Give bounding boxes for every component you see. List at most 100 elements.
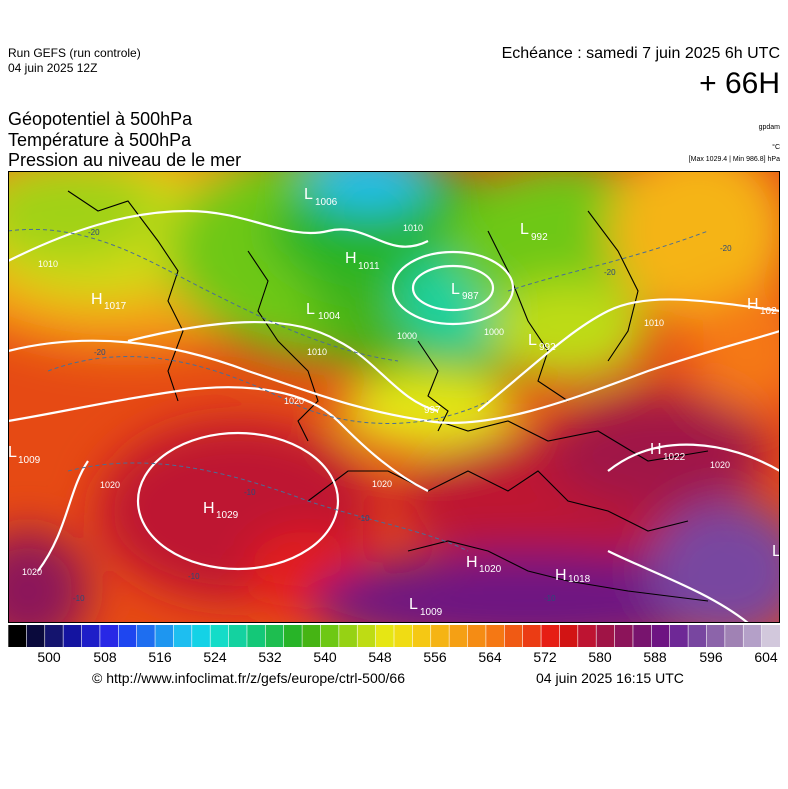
scale-tick: 540 bbox=[313, 649, 337, 665]
svg-text:H: H bbox=[345, 250, 357, 267]
valid-time: Echéance : samedi 7 juin 2025 6h UTC bbox=[501, 45, 780, 62]
scale-swatch bbox=[706, 625, 726, 647]
svg-text:1020: 1020 bbox=[284, 396, 304, 406]
scale-swatch bbox=[265, 625, 285, 647]
svg-text:1009: 1009 bbox=[420, 607, 443, 618]
svg-text:H: H bbox=[747, 296, 759, 313]
svg-text:1020: 1020 bbox=[100, 480, 120, 490]
pressure-center: L 1009 bbox=[409, 596, 443, 618]
scale-swatch bbox=[99, 625, 119, 647]
svg-text:L: L bbox=[306, 301, 315, 318]
geopotential-field bbox=[8, 171, 780, 623]
svg-text:-10: -10 bbox=[244, 488, 256, 497]
scale-swatch bbox=[504, 625, 524, 647]
svg-text:H: H bbox=[466, 554, 478, 571]
pressure-center: H 1017 bbox=[91, 291, 127, 312]
isobar-labels: 1010 1000 1000 1010 1020 1020 1020 1010 … bbox=[22, 223, 730, 577]
scale-swatch bbox=[430, 625, 450, 647]
scale-swatch bbox=[246, 625, 266, 647]
scale-tick: 588 bbox=[643, 649, 667, 665]
pressure-minmax: [Max 1029.4 | Min 986.8] hPa bbox=[688, 156, 780, 163]
svg-text:1020: 1020 bbox=[479, 564, 502, 575]
scale-swatch bbox=[669, 625, 689, 647]
svg-text:1000: 1000 bbox=[397, 331, 417, 341]
lead-time: + 66H bbox=[699, 67, 780, 100]
svg-text:102: 102 bbox=[760, 306, 777, 317]
pressure-center: H 1022 bbox=[650, 441, 686, 463]
svg-text:L: L bbox=[772, 543, 780, 560]
scale-tick: 572 bbox=[533, 649, 557, 665]
run-name: Run GEFS (run controle) bbox=[8, 46, 141, 60]
scale-swatch bbox=[541, 625, 560, 647]
pressure-center: L 992 bbox=[528, 332, 556, 353]
svg-text:1010: 1010 bbox=[644, 318, 664, 328]
scale-tick: 596 bbox=[699, 649, 723, 665]
pressure-center: H 1011 bbox=[345, 250, 380, 272]
weather-map: L 1006 H 1011 L 987 L 992 H 1017 L 1004 L 992 H… bbox=[8, 171, 780, 623]
isobars bbox=[8, 209, 780, 623]
isotherm-labels: -20 -20 -20 -10 -10 -10 -10 -20 -10 bbox=[73, 228, 732, 603]
credit-url: © http://www.infoclimat.fr/z/gefs/europe… bbox=[92, 670, 406, 686]
scale-swatch bbox=[155, 625, 174, 647]
scale-swatch bbox=[210, 625, 230, 647]
scale-swatch bbox=[394, 625, 413, 647]
color-scale-bar bbox=[8, 625, 780, 647]
coastlines bbox=[67, 190, 709, 602]
svg-text:1010: 1010 bbox=[38, 259, 58, 269]
isotherms bbox=[8, 229, 709, 552]
scale-tick: 508 bbox=[93, 649, 117, 665]
svg-text:L: L bbox=[304, 186, 313, 203]
svg-text:1011: 1011 bbox=[358, 261, 380, 272]
svg-text:997: 997 bbox=[424, 405, 441, 416]
scale-swatch bbox=[320, 625, 340, 647]
svg-text:L: L bbox=[8, 444, 17, 461]
pressure-center: H 1020 bbox=[466, 554, 502, 575]
svg-text:-10: -10 bbox=[73, 594, 85, 603]
svg-text:987: 987 bbox=[462, 291, 479, 302]
scale-swatch bbox=[577, 625, 597, 647]
scale-swatch bbox=[228, 625, 248, 647]
scale-swatch bbox=[743, 625, 763, 647]
svg-text:1006: 1006 bbox=[315, 197, 338, 208]
scale-swatch bbox=[724, 625, 744, 647]
pressure-center: L 1006 bbox=[304, 186, 338, 208]
scale-swatch bbox=[136, 625, 156, 647]
scale-swatch bbox=[8, 625, 27, 647]
svg-text:-10: -10 bbox=[358, 514, 370, 523]
scale-swatch bbox=[357, 625, 377, 647]
scale-swatch bbox=[688, 625, 707, 647]
pressure-center: H 1029 bbox=[203, 500, 239, 521]
pressure-center: L 992 bbox=[520, 221, 548, 243]
svg-text:-10: -10 bbox=[188, 572, 200, 581]
svg-text:1004: 1004 bbox=[318, 311, 341, 322]
scale-swatch bbox=[173, 625, 193, 647]
pressure-center-labels: L 1006 H 1011 L 987 L 992 H 1017 L 1004 L 992 H… bbox=[8, 186, 780, 618]
svg-text:-10: -10 bbox=[544, 594, 556, 603]
source-tag: gpdam bbox=[758, 124, 780, 131]
scale-swatch bbox=[191, 625, 211, 647]
svg-text:1020: 1020 bbox=[22, 567, 42, 577]
scale-tick: 604 bbox=[754, 649, 778, 665]
scale-tick: 524 bbox=[203, 649, 227, 665]
svg-text:H: H bbox=[203, 500, 215, 517]
svg-text:1029: 1029 bbox=[216, 510, 239, 521]
pressure-center: 997 bbox=[424, 405, 441, 416]
scale-swatch bbox=[485, 625, 505, 647]
scale-swatch bbox=[559, 625, 579, 647]
svg-text:1017: 1017 bbox=[104, 301, 127, 312]
svg-text:992: 992 bbox=[539, 342, 556, 353]
scale-tick: 580 bbox=[588, 649, 612, 665]
svg-text:-20: -20 bbox=[604, 268, 616, 277]
parameter-temperature: Température à 500hPa bbox=[8, 130, 192, 150]
scale-swatch bbox=[412, 625, 432, 647]
scale-swatch bbox=[522, 625, 542, 647]
pressure-center: H 1018 bbox=[555, 567, 591, 585]
scale-swatch bbox=[467, 625, 487, 647]
scale-tick: 556 bbox=[423, 649, 447, 665]
pressure-center: L 987 bbox=[451, 281, 479, 302]
scale-swatch bbox=[81, 625, 101, 647]
scale-swatch bbox=[632, 625, 652, 647]
svg-text:-20: -20 bbox=[720, 244, 732, 253]
svg-text:-20: -20 bbox=[88, 228, 100, 237]
scale-tick: 516 bbox=[148, 649, 172, 665]
